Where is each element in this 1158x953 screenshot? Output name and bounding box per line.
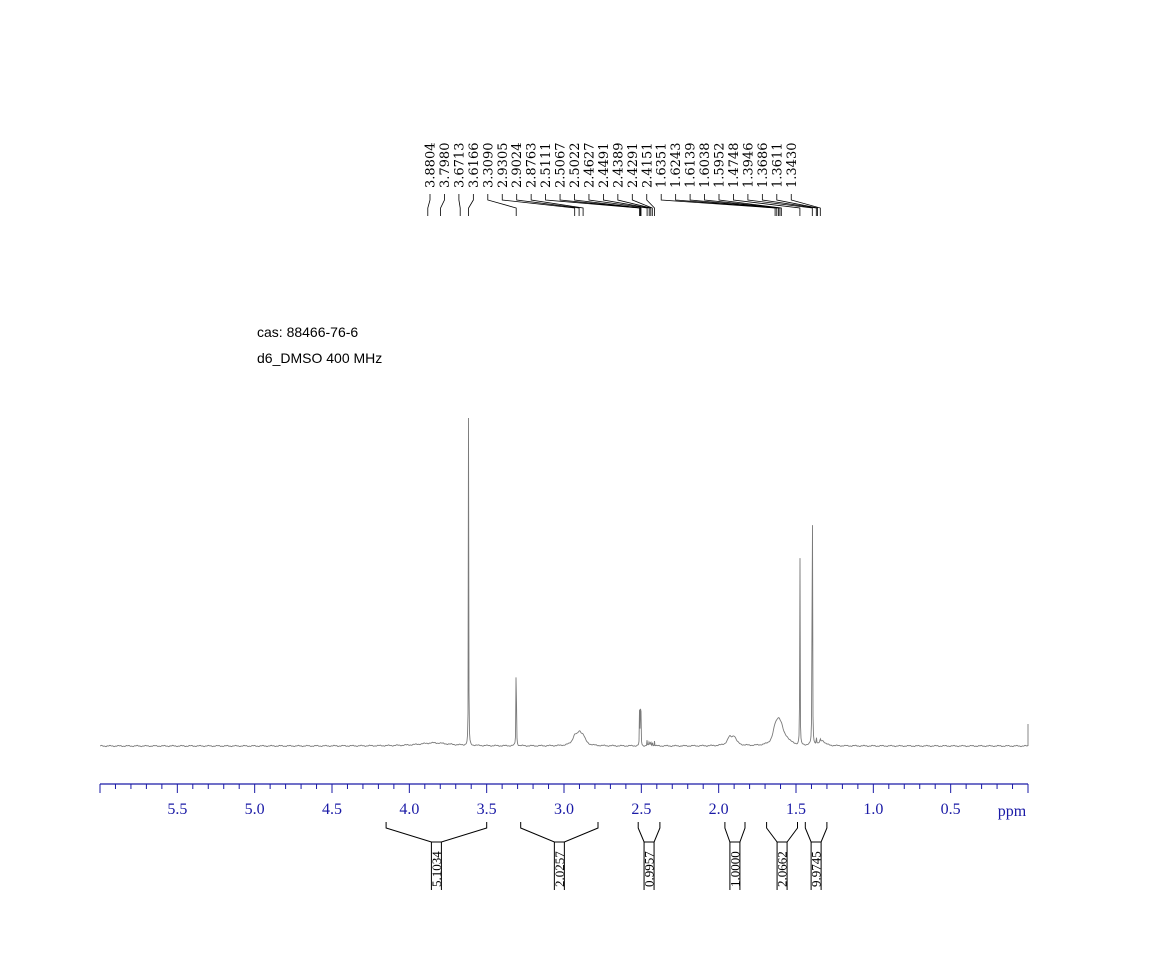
- peak-connector: [675, 194, 778, 216]
- peak-label: 2.4291: [626, 143, 641, 189]
- peak-connector: [660, 194, 776, 216]
- peak-connector: [516, 194, 580, 216]
- integral-bracket: [724, 822, 746, 843]
- peak-connector: [588, 194, 648, 216]
- peak-label: 2.9024: [510, 143, 525, 189]
- integral-value: 1.0000: [727, 851, 742, 887]
- spectrum-trace: [99, 417, 1029, 748]
- peak-connector: [468, 194, 474, 216]
- peak-label: 2.5067: [554, 143, 569, 189]
- integral-group: 5.1034 2.0257 0.9957 1.0000 2.0662 9.9745: [385, 822, 828, 890]
- peak-label: 3.7980: [438, 143, 453, 189]
- peak-connector: [530, 194, 584, 216]
- peak-connector: [440, 194, 445, 216]
- integral-value: 9.9745: [809, 851, 824, 887]
- peak-connector: [733, 194, 801, 216]
- peak-label: 3.6166: [467, 143, 482, 188]
- peak-connector: [458, 194, 461, 216]
- peak-connector: [747, 194, 813, 216]
- axis-tick-label: 3.0: [554, 801, 574, 818]
- peak-label: 1.3611: [770, 143, 785, 189]
- axis-tick-label: 5.0: [245, 801, 265, 818]
- peak-label: 1.3686: [756, 143, 771, 189]
- peak-label: 2.4389: [611, 143, 626, 189]
- peak-connector: [545, 194, 640, 216]
- peak-connector: [718, 194, 782, 216]
- peak-connector: [617, 194, 652, 216]
- peak-connector: [776, 194, 818, 216]
- peak-label: 1.3946: [741, 143, 756, 189]
- peak-connector: [574, 194, 642, 216]
- peak-label: 2.9305: [496, 143, 511, 189]
- ppm-axis: 5.5 5.0 4.5 4.0 3.5 3.0 2.5 2.0 1.5 1.0 0.5 ppm: [99, 783, 1029, 820]
- sample-cas-label: cas: 88466-76-6: [257, 324, 358, 340]
- peak-label: 1.3430: [785, 143, 800, 189]
- axis-tick-label: 1.5: [786, 801, 806, 818]
- peak-label: 1.5952: [713, 143, 728, 189]
- peak-connector: [689, 194, 779, 216]
- peak-connector: [704, 194, 781, 216]
- axis-tick-label: 4.0: [399, 801, 419, 818]
- peak-label: 2.4151: [640, 143, 655, 189]
- peak-label: 1.6038: [698, 143, 713, 189]
- integral-bracket: [637, 822, 661, 843]
- peak-label: 1.6139: [684, 143, 699, 189]
- axis-tick-label: 5.5: [167, 801, 187, 818]
- axis-unit-label: ppm: [998, 803, 1027, 820]
- peak-label: 2.4491: [597, 143, 612, 189]
- axis-tick-label: 0.5: [941, 801, 961, 818]
- peak-connector: [631, 194, 653, 216]
- spectrum-line: [99, 417, 1029, 748]
- integral-bracket: [385, 822, 488, 843]
- peak-connector: [646, 194, 655, 216]
- solvent-frequency-label: d6_DMSO 400 MHz: [257, 350, 382, 366]
- integral-value: 2.0257: [552, 851, 567, 887]
- axis-tick-label: 3.5: [477, 801, 497, 818]
- peak-label-group: 3.8804 3.7980 3.6713 3.6166 3.3090 2.9305 2.90…: [424, 143, 821, 216]
- peak-connector: [790, 194, 821, 216]
- axis-tick-label: 4.5: [322, 801, 342, 818]
- integral-bracket: [520, 822, 599, 843]
- axis-tick-label: 2.5: [631, 801, 651, 818]
- integral-value: 0.9957: [642, 851, 657, 887]
- peak-connector: [487, 194, 517, 216]
- peak-label: 1.4748: [727, 143, 742, 189]
- axis-tick-label: 1.0: [863, 801, 883, 818]
- peak-label: 3.3090: [481, 143, 496, 189]
- peak-label: 2.8763: [525, 143, 540, 189]
- peak-connector: [761, 194, 817, 216]
- peak-connector: [559, 194, 641, 216]
- integral-value: 2.0662: [775, 851, 790, 887]
- integral-bracket: [804, 822, 828, 843]
- peak-connector: [501, 194, 576, 216]
- integral-value: 5.1034: [429, 851, 444, 887]
- peak-label: 1.6243: [669, 143, 684, 189]
- peak-label: 2.5022: [568, 143, 583, 189]
- peak-label: 1.6351: [655, 143, 670, 189]
- peak-label: 2.4627: [582, 143, 597, 189]
- peak-label: 2.5111: [539, 143, 554, 189]
- integral-bracket: [766, 822, 798, 843]
- peak-label: 3.8804: [424, 143, 439, 189]
- axis-tick-label: 2.0: [709, 801, 729, 818]
- peak-connector: [427, 194, 431, 216]
- peak-connector: [603, 194, 650, 216]
- peak-label: 3.6713: [452, 143, 467, 189]
